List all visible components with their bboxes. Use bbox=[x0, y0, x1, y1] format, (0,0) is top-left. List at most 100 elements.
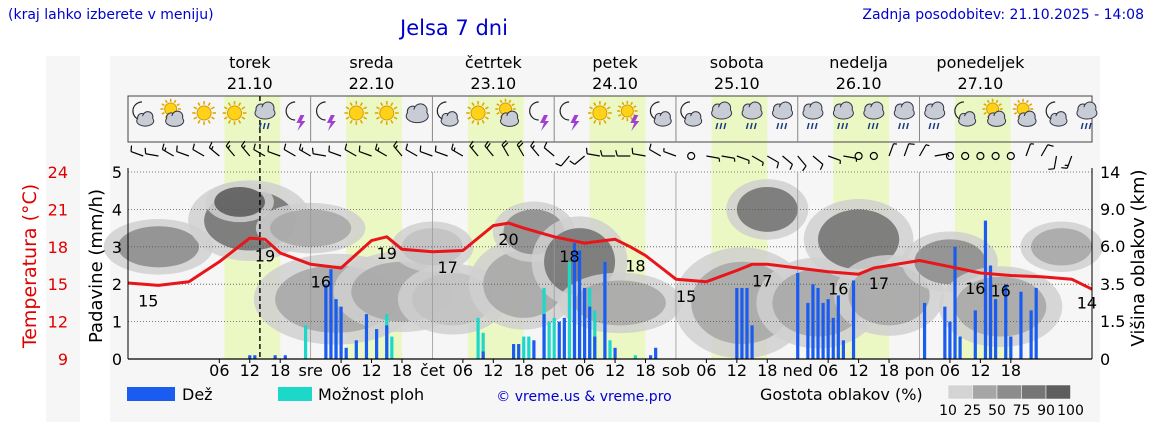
rain-bar bbox=[953, 246, 957, 359]
temp-tick: 24 bbox=[48, 163, 68, 182]
rain-bar bbox=[740, 287, 744, 359]
legend-rain-label: Dež bbox=[182, 385, 213, 404]
wind-barb bbox=[208, 141, 220, 157]
shower-bar bbox=[522, 336, 526, 359]
rain-bar bbox=[973, 310, 977, 359]
rain-bar bbox=[354, 340, 358, 359]
cloud-area bbox=[574, 280, 666, 326]
temperature-label: 16 bbox=[990, 282, 1010, 301]
shower-bar bbox=[608, 340, 612, 359]
wind-barb bbox=[501, 140, 510, 157]
cloud-height-tick: 1.5 bbox=[1100, 312, 1125, 331]
moon-cloud-icon bbox=[1045, 101, 1068, 127]
grid bbox=[128, 96, 1092, 359]
moon-cloud-icon bbox=[132, 101, 155, 127]
weather-icons bbox=[132, 98, 1098, 131]
wind-barb bbox=[374, 143, 388, 157]
hour-tick: 18 bbox=[270, 361, 290, 380]
shower-bar bbox=[527, 336, 531, 359]
rain-bar bbox=[816, 287, 820, 359]
rain-bar bbox=[517, 344, 521, 359]
cloud-height-tick: 9.0 bbox=[1100, 200, 1125, 219]
temp-tick: 9 bbox=[58, 350, 68, 369]
shower-bar bbox=[547, 321, 551, 359]
moon-cloud-icon bbox=[680, 101, 703, 127]
temp-tick: 18 bbox=[48, 238, 68, 257]
hour-tick: 06 bbox=[574, 361, 594, 380]
day-tick: pon bbox=[904, 361, 934, 380]
day-tick: sre bbox=[298, 361, 322, 380]
day-tick: pet bbox=[541, 361, 567, 380]
icon-panel bbox=[127, 95, 1093, 143]
wind-barb bbox=[569, 155, 586, 165]
sun-icon bbox=[344, 101, 369, 125]
cloud-rain-icon bbox=[1076, 101, 1098, 130]
wind-barb bbox=[1048, 155, 1058, 170]
rain-bar bbox=[577, 250, 582, 359]
hour-tick: 18 bbox=[757, 361, 777, 380]
hour-tick: 12 bbox=[361, 361, 381, 380]
legend-cloud-label: Gostota oblakov (%) bbox=[760, 385, 923, 404]
hour-tick: 12 bbox=[848, 361, 868, 380]
rain-bar bbox=[841, 340, 845, 359]
sun-cloud-icon bbox=[160, 98, 185, 127]
wind-barb bbox=[130, 145, 144, 157]
wind-barb bbox=[543, 141, 555, 157]
cloud-area bbox=[214, 186, 265, 217]
wind-barb bbox=[451, 143, 464, 157]
legend: Dež Možnost ploh © vreme.us & vreme.pro Gos… bbox=[127, 384, 1084, 419]
wind-barb bbox=[358, 145, 372, 157]
temperature-series: 15 19 16 19 17 20 18 18 15 17 16 17 16 16 14 bbox=[127, 221, 1097, 313]
rain-bar bbox=[1009, 336, 1013, 359]
day-name: sreda bbox=[349, 53, 393, 72]
rain-bar bbox=[334, 299, 338, 359]
rain-bar bbox=[948, 321, 952, 359]
temperature-label: 16 bbox=[311, 273, 331, 292]
temperature-label: 20 bbox=[498, 230, 518, 249]
temperature-label: 19 bbox=[377, 244, 397, 263]
wind-barb bbox=[687, 151, 696, 161]
left-gutter bbox=[46, 56, 80, 422]
sun-icon bbox=[587, 101, 612, 125]
hour-tick: 06 bbox=[940, 361, 960, 380]
rain-bar bbox=[826, 299, 830, 359]
wind-barb bbox=[736, 155, 750, 164]
rain-bar bbox=[735, 287, 739, 359]
shower-bar bbox=[476, 317, 480, 359]
location-hint: (kraj lahko izberete v meniju) bbox=[8, 7, 214, 23]
day-name: nedelja bbox=[829, 53, 888, 72]
rain-bar bbox=[745, 287, 749, 359]
cloud-scale-swatch bbox=[996, 384, 1022, 400]
rain-bar bbox=[654, 347, 658, 359]
temp-tick: 15 bbox=[48, 275, 68, 294]
cloud-height-tick: 0 bbox=[1100, 350, 1110, 369]
day-tick: sob bbox=[662, 361, 690, 380]
precip-tick: 5 bbox=[112, 163, 122, 182]
cloud-scale-swatch bbox=[1045, 384, 1071, 400]
wind-barb bbox=[484, 140, 494, 157]
day-date: 25.10 bbox=[714, 74, 760, 93]
wind-barb bbox=[161, 143, 174, 157]
rain-bar bbox=[943, 306, 947, 359]
rain-bar bbox=[1004, 284, 1008, 359]
sun-icon bbox=[222, 101, 247, 125]
wind-barb bbox=[311, 147, 326, 157]
cloud-icon bbox=[405, 103, 429, 124]
day-name: sobota bbox=[710, 53, 764, 72]
day-name: ponedeljek bbox=[936, 53, 1025, 72]
temperature-label: 15 bbox=[138, 292, 158, 311]
wind-barb bbox=[434, 145, 448, 157]
shower-bar bbox=[303, 325, 308, 359]
temp-axis-label: Temperatura (°C) bbox=[19, 184, 41, 349]
wind-barb bbox=[991, 151, 1000, 161]
cloud-rain-icon bbox=[802, 101, 824, 130]
temperature-line bbox=[127, 221, 1093, 291]
shower-bar bbox=[481, 332, 485, 359]
cloud-axis-label: Višina oblakov (km) bbox=[1128, 169, 1149, 346]
hour-tick: 18 bbox=[879, 361, 899, 380]
temperature-label: 18 bbox=[559, 247, 579, 266]
cloud-scale-label: 100 bbox=[1057, 403, 1084, 419]
cloud-rain-icon bbox=[863, 101, 885, 130]
day-name: četrtek bbox=[465, 53, 523, 72]
